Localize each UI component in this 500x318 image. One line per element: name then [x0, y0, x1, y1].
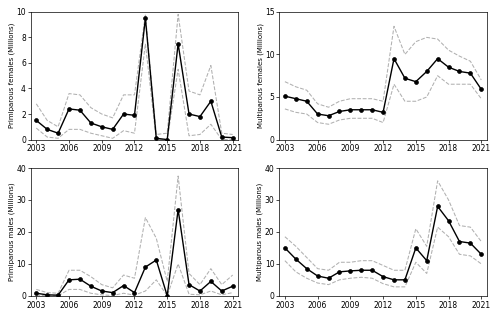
Y-axis label: Multiparous females (Millions): Multiparous females (Millions): [257, 23, 264, 128]
Y-axis label: Primiparous males (Millions): Primiparous males (Millions): [8, 183, 15, 281]
Y-axis label: Multiparous males (Millions): Multiparous males (Millions): [257, 183, 264, 281]
Y-axis label: Primiparous females (Millions): Primiparous females (Millions): [8, 23, 15, 128]
